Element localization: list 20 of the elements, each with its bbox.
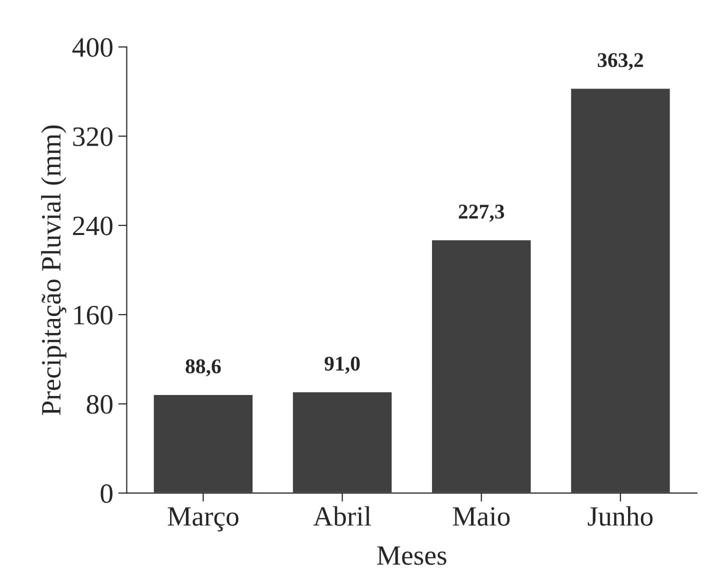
bar (152, 394, 254, 494)
bar (292, 390, 394, 494)
x-axis-title: Meses (377, 546, 446, 565)
data-label: 91,0 (324, 356, 360, 374)
x-tick-label: Março (168, 507, 238, 532)
y-tick-label: 80 (86, 395, 112, 414)
data-label: 227,3 (458, 204, 504, 222)
y-tick-label: 160 (74, 306, 112, 325)
x-tick-label: Maio (452, 507, 510, 526)
y-tick-label: 320 (73, 127, 112, 146)
y-tick-label: 240 (73, 216, 112, 236)
x-tick-label: Abril (313, 506, 372, 526)
bar (570, 87, 672, 494)
y-tick-label: 0 (100, 484, 112, 503)
data-label: 363,2 (598, 53, 644, 70)
bar (430, 238, 532, 494)
y-tick-label: 400 (72, 38, 112, 57)
data-label: 88,6 (186, 359, 221, 376)
x-tick-label: Junho (588, 506, 653, 526)
y-axis-title: Precipitação Pluvial (mm) (41, 125, 66, 416)
